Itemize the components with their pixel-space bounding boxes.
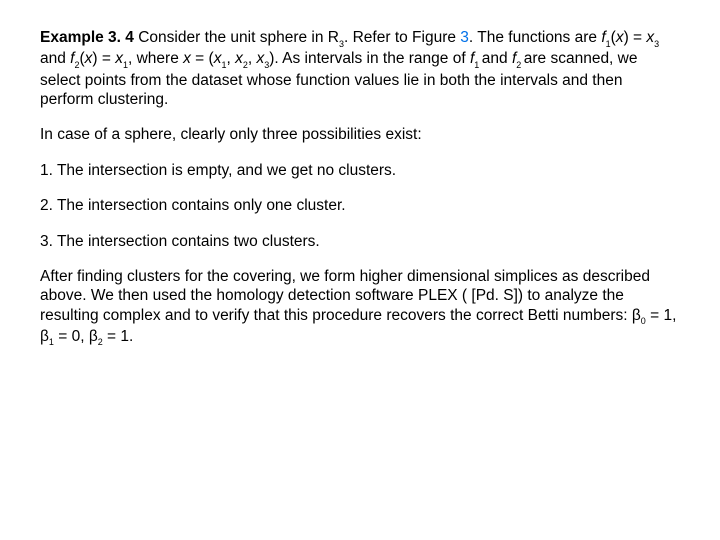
text: ). As intervals in the range of	[269, 50, 470, 67]
document-page: Example 3. 4 Consider the unit sphere in…	[0, 0, 720, 384]
subscript: 1	[49, 337, 54, 347]
subscript: 3	[264, 60, 269, 70]
text: 2. The intersection contains only one cl…	[40, 197, 346, 214]
list-item-3: 3. The intersection contains two cluster…	[40, 232, 680, 251]
text: = 0, β	[54, 328, 98, 345]
text: After finding clusters for the covering,…	[40, 268, 650, 324]
text: and	[482, 50, 512, 67]
var-x: x	[183, 50, 191, 67]
var-f: f	[601, 29, 605, 46]
text: ,	[226, 50, 235, 67]
subscript: 2	[243, 60, 248, 70]
subscript: 0	[641, 316, 646, 326]
text: Consider the unit sphere in R	[138, 29, 339, 46]
text: 1. The intersection is empty, and we get…	[40, 162, 396, 179]
subscript: 2	[98, 337, 103, 347]
subscript: 2	[74, 60, 79, 70]
subscript: 3	[654, 39, 659, 49]
subscript: 1	[123, 60, 128, 70]
subscript: 1	[474, 60, 482, 70]
text: ) =	[92, 50, 115, 67]
var-x: x	[646, 29, 654, 46]
text: 3. The intersection contains two cluster…	[40, 233, 320, 250]
text: . The functions are	[469, 29, 601, 46]
paragraph-conclusion: After finding clusters for the covering,…	[40, 267, 680, 348]
paragraph-example: Example 3. 4 Consider the unit sphere in…	[40, 28, 680, 109]
subscript: 1	[221, 60, 226, 70]
var-x: x	[616, 29, 624, 46]
text: ) =	[624, 29, 647, 46]
list-item-1: 1. The intersection is empty, and we get…	[40, 161, 680, 180]
subscript: 2	[516, 60, 524, 70]
var-x: x	[235, 50, 243, 67]
example-label: Example 3. 4	[40, 29, 138, 46]
text: = 1.	[103, 328, 134, 345]
text: = (	[191, 50, 214, 67]
paragraph-intro: In case of a sphere, clearly only three …	[40, 125, 680, 144]
figure-link[interactable]: 3	[460, 29, 469, 46]
text: . Refer to Figure	[344, 29, 460, 46]
subscript: 3	[339, 39, 344, 49]
list-item-2: 2. The intersection contains only one cl…	[40, 196, 680, 215]
subscript: 1	[606, 39, 611, 49]
var-x: x	[115, 50, 123, 67]
text: In case of a sphere, clearly only three …	[40, 126, 422, 143]
text: and	[40, 50, 70, 67]
text: , where	[128, 50, 183, 67]
